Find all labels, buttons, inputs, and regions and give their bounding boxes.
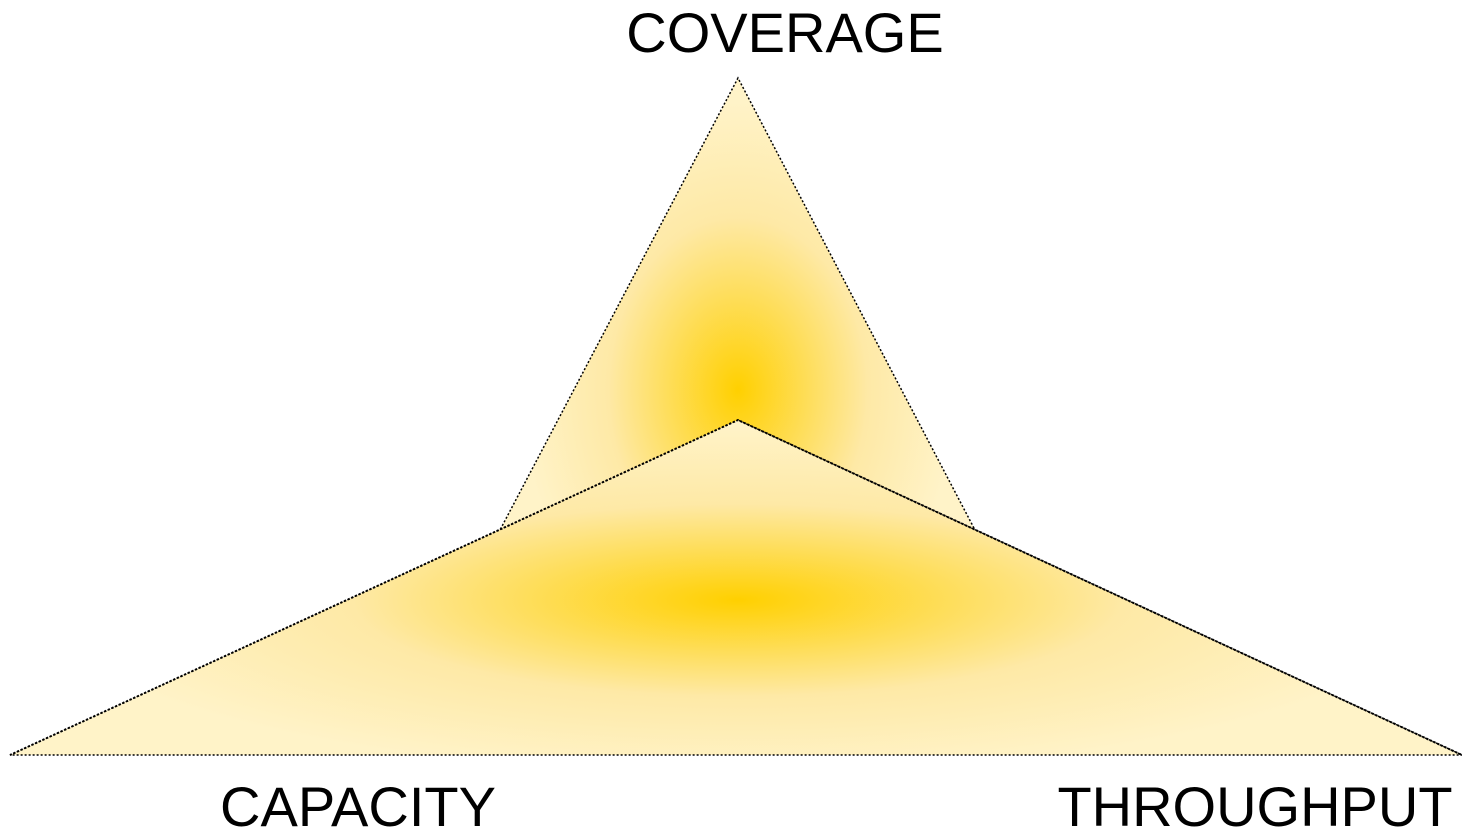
label-left: CAPACITY (220, 775, 496, 830)
lower-edge (9, 418, 1462, 756)
lower-triangle (9, 419, 1462, 756)
label-top: COVERAGE (626, 1, 943, 64)
label-right: THROUGHPUT (1057, 775, 1452, 830)
